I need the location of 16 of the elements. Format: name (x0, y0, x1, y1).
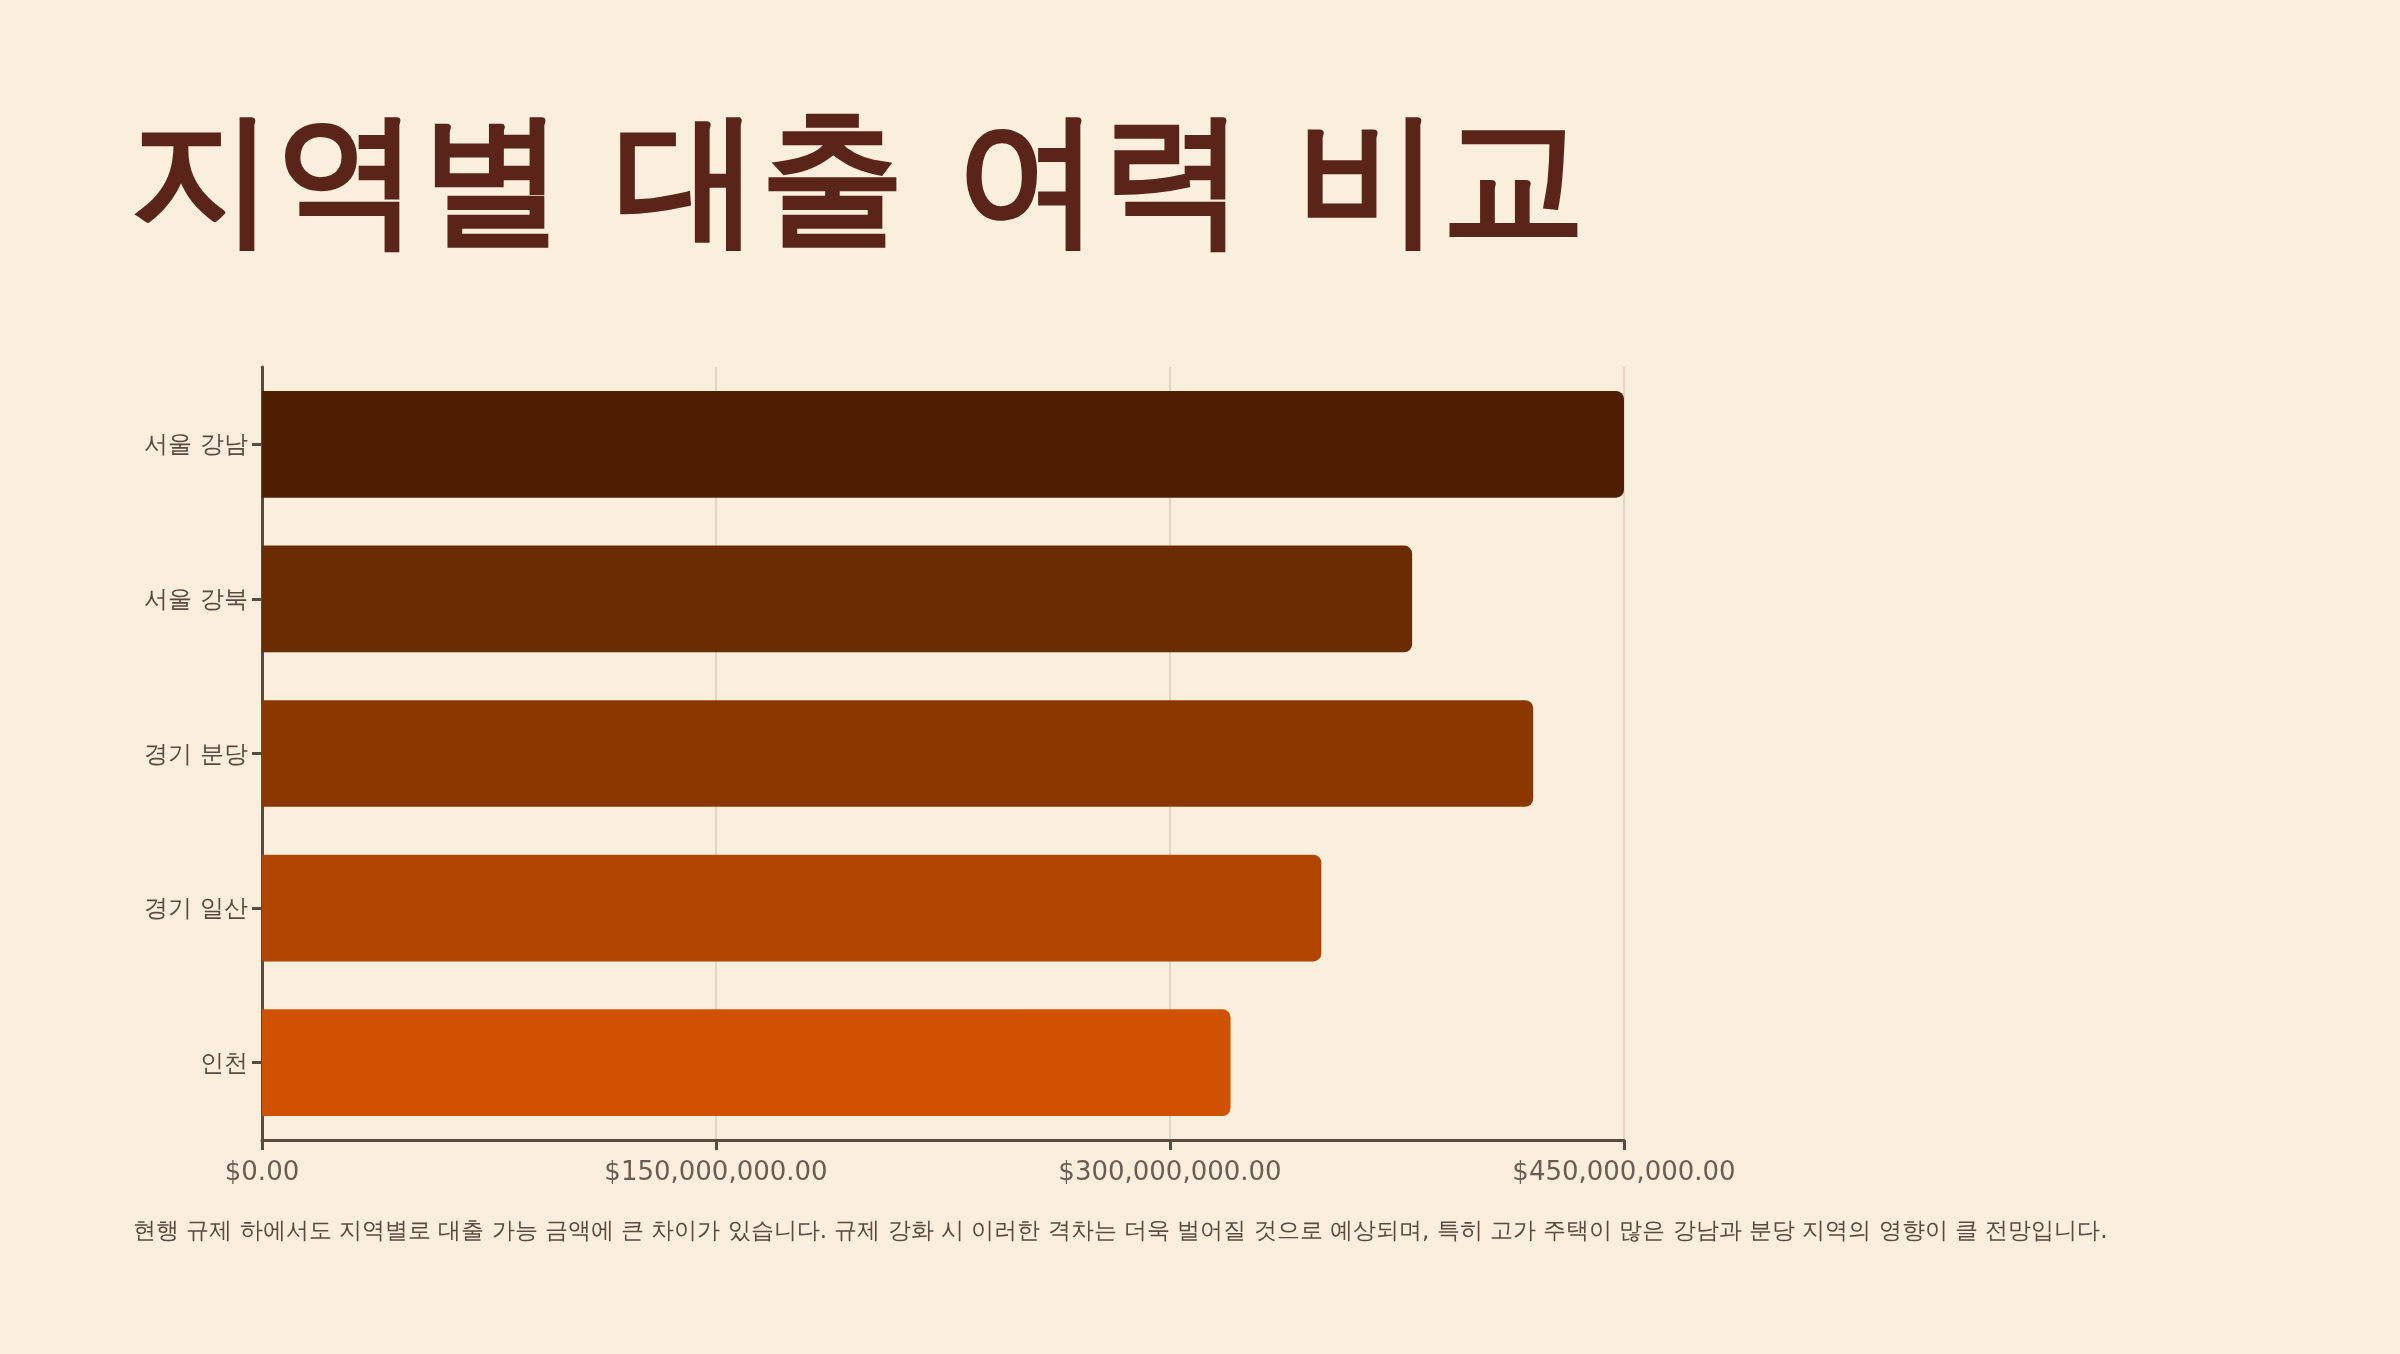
text: 현행 규제 하에서도 지역별로 대출 가능 금액에 큰 차이가 있습니다. 규제 강화 시 이러한 격차는 더욱 벌어질 것으로 예상되며, 특히 고가 주택이 많은 강남과 분당 지역의 영향이 클 전망입니다. (133, 1216, 2108, 1243)
x-tick-label: $300,000,000.00 (1058, 1156, 1282, 1186)
chart-title: 지역별 대출 여력 비교 (130, 93, 1587, 262)
y-tick-label: 인천 (200, 1048, 248, 1077)
x-tick-label: $0.00 (224, 1156, 300, 1186)
y-tick-label: 경기 분당 (144, 739, 248, 768)
bar (262, 390, 1624, 498)
y-tick-label: 경기 일산 (144, 894, 248, 923)
bar (262, 1009, 1231, 1117)
y-tick-label: 서울 강남 (144, 430, 248, 459)
x-tick-label: $150,000,000.00 (604, 1156, 828, 1186)
bar (262, 700, 1534, 807)
bar (262, 854, 1322, 962)
y-tick-label: 서울 강북 (144, 584, 248, 613)
bar (262, 545, 1413, 653)
x-tick-label: $450,000,000.00 (1512, 1156, 1736, 1186)
